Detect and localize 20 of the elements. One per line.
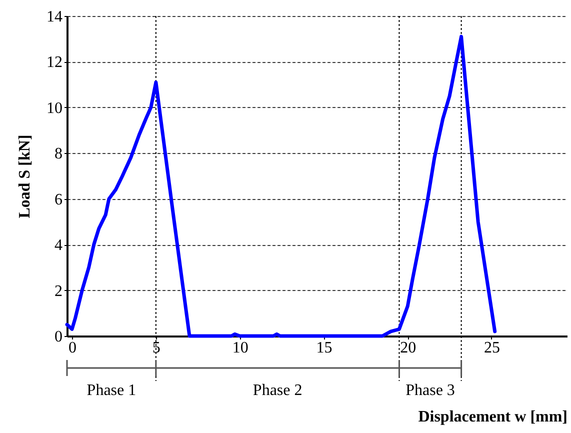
text: Phase 3 — [406, 382, 455, 399]
y-tick-label: 6 — [54, 191, 62, 208]
y-tick-label: 4 — [54, 237, 62, 254]
line-series — [65, 34, 497, 338]
x-tick-label: 5 — [152, 340, 160, 356]
y-tick-label: 0 — [54, 328, 62, 346]
y-tick-label: 14 — [46, 8, 62, 26]
y-tick-label: 12 — [46, 54, 62, 72]
x-tick-label: 25 — [484, 340, 500, 356]
text: Phase 2 — [252, 382, 302, 399]
y-tick-label: 2 — [54, 282, 62, 300]
x-tick-label: 15 — [316, 340, 332, 356]
y-tick-label: 8 — [54, 146, 62, 163]
y-axis-title: Load S [kN] — [16, 134, 34, 218]
x-axis-title: Displacement w [mm] — [418, 408, 568, 426]
text: Phase 1 — [86, 382, 136, 399]
x-tick-label: 20 — [400, 340, 416, 356]
x-tick-label: 0 — [68, 340, 77, 356]
x-tick-label: 10 — [232, 340, 248, 356]
y-tick-label: 10 — [46, 100, 62, 117]
